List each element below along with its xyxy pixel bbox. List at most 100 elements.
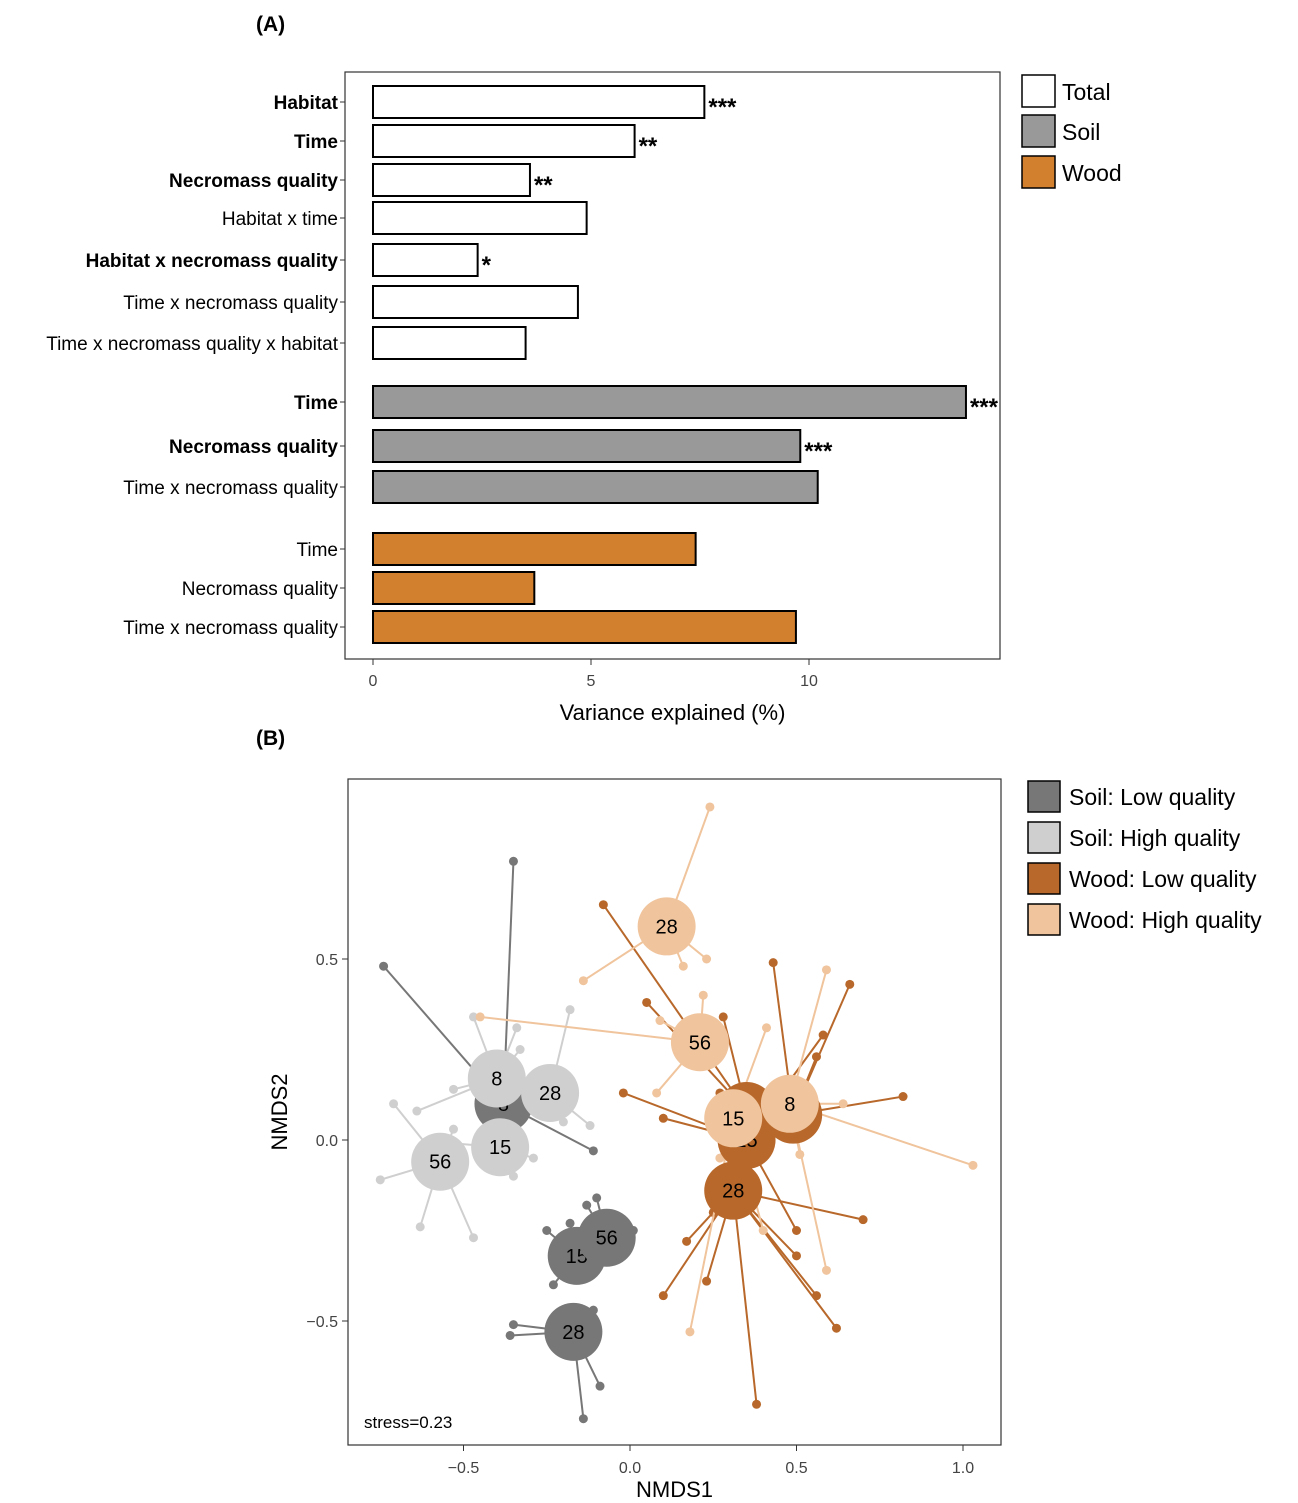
- sample-point: [505, 1330, 515, 1340]
- significance-label: ***: [970, 394, 999, 421]
- sample-point: [818, 1030, 828, 1040]
- sample-point: [542, 1226, 552, 1235]
- sample-point: [838, 1099, 848, 1109]
- sample-point: [811, 1291, 821, 1301]
- sample-point: [598, 900, 608, 910]
- category-label: Habitat x time: [222, 209, 338, 230]
- centroid-label: 28: [722, 1181, 744, 1203]
- category-label: Time x necromass quality: [123, 618, 338, 639]
- sample-point: [705, 802, 715, 812]
- legend-label: Total: [1062, 79, 1111, 105]
- centroid-circle: [467, 1049, 526, 1108]
- category-label: Time x necromass quality: [123, 293, 338, 314]
- x-tick-label: 0.0: [619, 1460, 641, 1477]
- stress-annotation: stress=0.23: [364, 1413, 452, 1432]
- centroid-circle: [411, 1132, 470, 1191]
- significance-label: *: [482, 252, 492, 279]
- sample-point: [389, 1099, 399, 1109]
- sample-point: [618, 1088, 628, 1098]
- x-tick-label: 0: [369, 673, 378, 690]
- bar-chart-legend: Total Soil Wood: [1021, 74, 1122, 189]
- spider-line: [480, 1015, 701, 1044]
- bar: [372, 532, 697, 566]
- sample-point: [821, 965, 831, 975]
- legend-swatch: [1021, 155, 1056, 189]
- sample-point: [565, 1218, 575, 1228]
- category-label: Necromass quality: [182, 579, 339, 600]
- x-axis-title: NMDS1: [636, 1477, 713, 1502]
- legend-swatch: [1027, 903, 1061, 936]
- centroid-label: 28: [562, 1322, 584, 1344]
- sample-point: [792, 1226, 801, 1235]
- sample-point: [658, 1291, 668, 1301]
- significance-label: **: [534, 172, 553, 199]
- sample-point: [585, 1121, 595, 1131]
- legend-label: Soil: Low quality: [1069, 784, 1236, 810]
- significance-label: **: [639, 133, 658, 160]
- sample-point: [752, 1399, 762, 1409]
- sample-point: [415, 1222, 425, 1232]
- centroid-label: 15: [722, 1108, 744, 1130]
- sample-point: [412, 1106, 422, 1116]
- sample-point: [658, 1113, 668, 1123]
- category-label: Time: [294, 132, 338, 153]
- sample-point: [475, 1012, 485, 1022]
- plot-panel-border: [344, 71, 1001, 660]
- sample-point: [449, 1124, 459, 1134]
- x-tick-label: 10: [800, 673, 818, 690]
- sample-point: [831, 1323, 841, 1333]
- bar: [372, 571, 536, 605]
- bar: [372, 85, 706, 119]
- sample-point: [758, 1226, 768, 1235]
- spider-line: [732, 1190, 758, 1405]
- sample-point: [379, 961, 389, 971]
- sample-point: [678, 961, 688, 971]
- bar: [372, 326, 527, 360]
- sample-point: [508, 1320, 518, 1330]
- sample-point: [702, 1276, 712, 1286]
- sample-point: [762, 1023, 772, 1033]
- sample-point: [595, 1381, 605, 1391]
- category-label: Time x necromass quality x habitat: [46, 334, 339, 355]
- x-tick-label: 1.0: [952, 1460, 974, 1477]
- bar: [372, 243, 479, 277]
- x-tick-label: 5: [587, 673, 596, 690]
- significance-label: ***: [708, 94, 737, 121]
- bar: [372, 385, 967, 419]
- centroid-circle: [471, 1118, 530, 1177]
- legend-swatch: [1027, 862, 1061, 895]
- sample-point: [821, 1265, 831, 1275]
- sample-point: [512, 1023, 522, 1033]
- category-label: Time: [296, 540, 338, 561]
- bar: [372, 610, 797, 644]
- sample-point: [468, 1233, 478, 1243]
- sample-point: [548, 1280, 558, 1290]
- nmds-scatter-plot: 8155628828155681556282856158−0.50.00.51.…: [267, 778, 1002, 1502]
- sample-point: [682, 1236, 692, 1246]
- category-label: Habitat x necromass quality: [86, 251, 339, 272]
- legend-label: Wood: [1062, 160, 1122, 186]
- category-label: Time x necromass quality: [123, 478, 338, 499]
- centroid-label: 56: [596, 1228, 618, 1250]
- sample-point: [508, 856, 518, 866]
- sample-point: [698, 990, 708, 1000]
- sample-point: [588, 1146, 598, 1156]
- sample-point: [795, 1149, 805, 1159]
- bar: [372, 470, 819, 504]
- centroid-circle: [704, 1161, 763, 1220]
- x-tick-label: 0.5: [785, 1460, 807, 1477]
- y-tick-label: 0.5: [316, 952, 338, 969]
- sample-point: [655, 1016, 665, 1026]
- legend-label: Soil: [1062, 119, 1100, 145]
- sample-point: [652, 1088, 662, 1098]
- centroid-label: 56: [689, 1032, 711, 1054]
- x-tick-label: −0.5: [448, 1460, 480, 1477]
- sample-point: [858, 1215, 868, 1225]
- sample-point: [768, 958, 778, 968]
- centroid-circle: [760, 1074, 819, 1133]
- sample-point: [792, 1251, 801, 1261]
- centroid-label: 28: [539, 1083, 561, 1105]
- legend-swatch: [1027, 821, 1061, 854]
- bar: [372, 429, 802, 463]
- sample-point: [449, 1084, 459, 1094]
